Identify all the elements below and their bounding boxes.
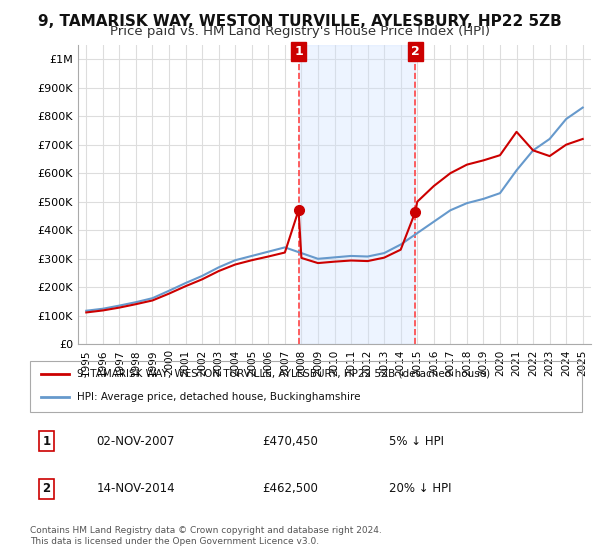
Text: 1: 1 <box>294 45 303 58</box>
Text: 9, TAMARISK WAY, WESTON TURVILLE, AYLESBURY, HP22 5ZB (detached house): 9, TAMARISK WAY, WESTON TURVILLE, AYLESB… <box>77 369 490 379</box>
Text: Price paid vs. HM Land Registry's House Price Index (HPI): Price paid vs. HM Land Registry's House … <box>110 25 490 38</box>
Text: 1: 1 <box>43 435 50 447</box>
Text: Contains HM Land Registry data © Crown copyright and database right 2024.
This d: Contains HM Land Registry data © Crown c… <box>30 526 382 546</box>
Text: £470,450: £470,450 <box>262 435 318 447</box>
Text: HPI: Average price, detached house, Buckinghamshire: HPI: Average price, detached house, Buck… <box>77 393 361 403</box>
Text: 20% ↓ HPI: 20% ↓ HPI <box>389 482 451 495</box>
Text: 02-NOV-2007: 02-NOV-2007 <box>96 435 175 447</box>
Text: 14-NOV-2014: 14-NOV-2014 <box>96 482 175 495</box>
Text: £462,500: £462,500 <box>262 482 318 495</box>
Bar <box>299 45 415 344</box>
Text: 2: 2 <box>43 482 50 495</box>
Text: 2: 2 <box>411 45 419 58</box>
Text: 5% ↓ HPI: 5% ↓ HPI <box>389 435 444 447</box>
Text: 9, TAMARISK WAY, WESTON TURVILLE, AYLESBURY, HP22 5ZB: 9, TAMARISK WAY, WESTON TURVILLE, AYLESB… <box>38 14 562 29</box>
